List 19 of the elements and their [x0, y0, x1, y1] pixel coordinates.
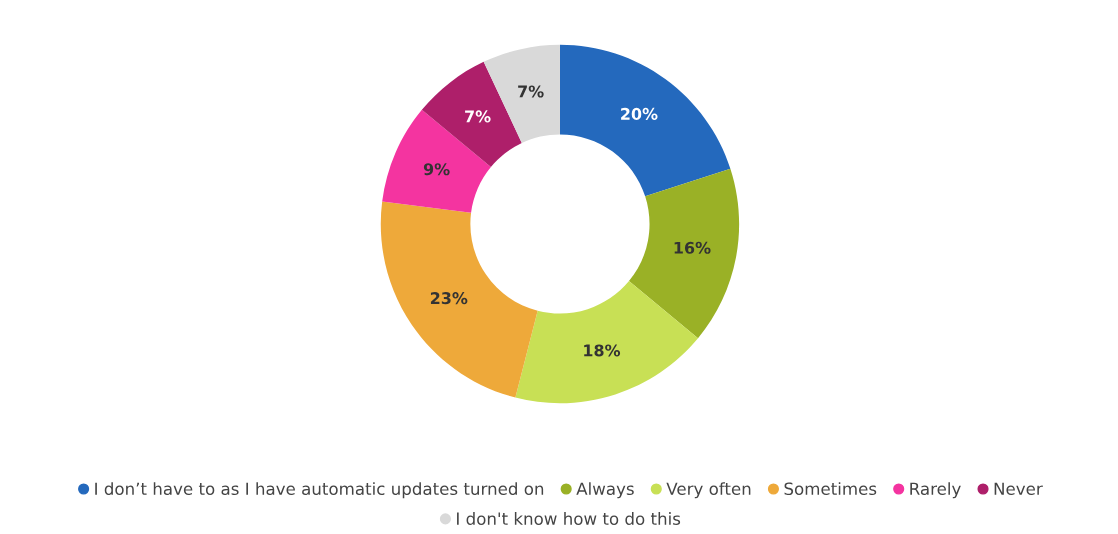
data-label: 16%	[674, 241, 711, 254]
data-label: 18%	[584, 344, 621, 357]
legend-label: Sometimes	[784, 482, 877, 496]
donut-slice	[515, 281, 699, 404]
legend-label: Always	[576, 482, 634, 499]
data-label: 23%	[430, 292, 468, 305]
donut-slice	[559, 44, 731, 197]
data-label: 20%	[621, 107, 658, 120]
donut-slice	[628, 168, 740, 339]
data-label: 9%	[423, 163, 450, 176]
data-label: 7%	[518, 85, 544, 98]
legend-label: I don’t have to as I have automatic updates turned on	[95, 482, 544, 499]
legend-label: Never	[994, 482, 1043, 496]
donut-slice	[380, 201, 538, 398]
data-label: 7%	[465, 110, 491, 123]
donut-slice	[382, 109, 491, 213]
legend-label: Very often	[666, 482, 751, 499]
legend-label: Rarely	[910, 482, 961, 499]
legend-label: I don't know how to do this	[457, 512, 681, 525]
